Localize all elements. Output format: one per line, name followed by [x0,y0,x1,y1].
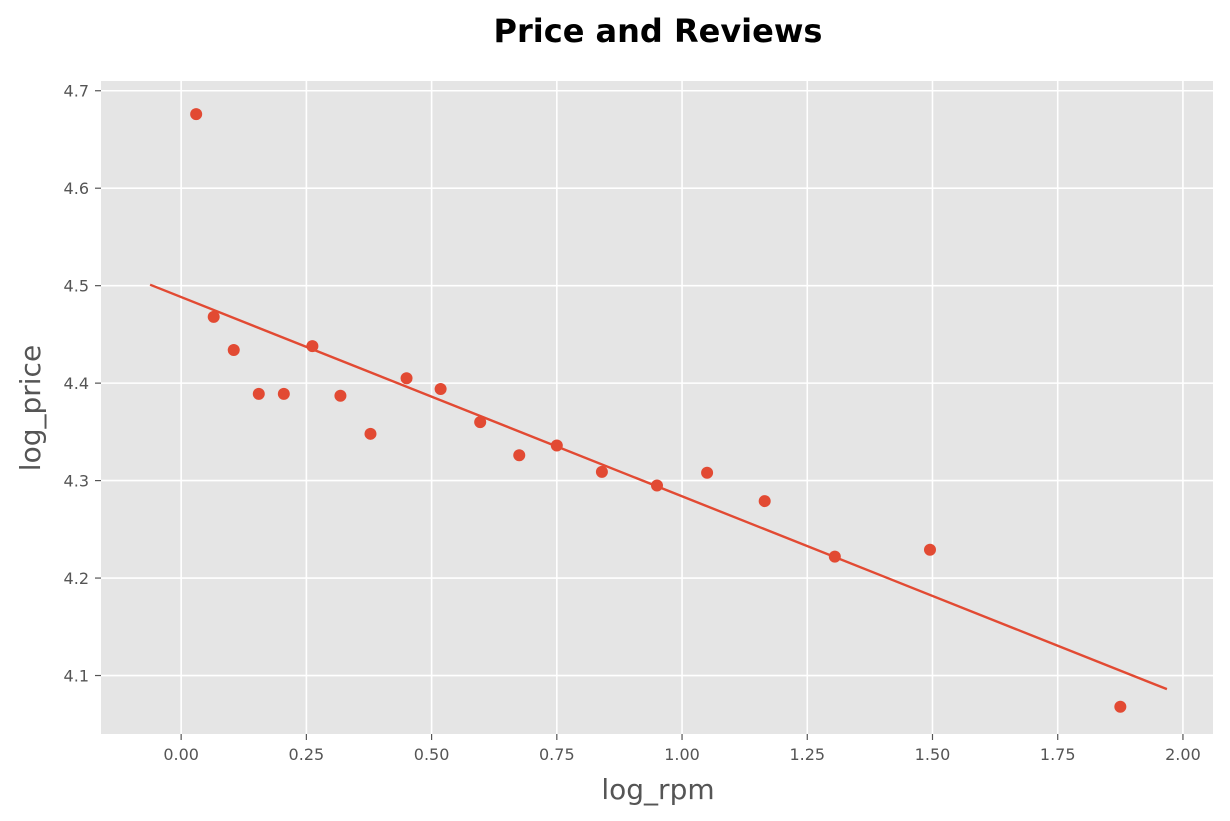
x-axis-label: log_rpm [601,773,714,806]
data-point [758,495,771,508]
y-tick-label: 4.3 [64,472,89,491]
data-point [190,108,203,121]
chart-title: Price and Reviews [494,12,823,50]
data-point [550,439,563,452]
data-point [400,372,413,385]
x-axis-ticks: 0.00 0.25 0.50 0.75 1.00 1.25 1.50 1.75 2.00 [163,734,1201,764]
y-tick-label: 4.4 [64,374,89,393]
data-point [306,340,319,353]
y-axis-label: log_price [14,345,47,471]
data-point [513,449,526,462]
x-tick-label: 0.75 [539,745,575,764]
gridlines [101,81,1213,734]
data-point [277,387,290,400]
data-point [828,550,841,563]
x-tick-label: 1.25 [789,745,825,764]
data-point [227,343,240,356]
data-point [701,466,714,479]
plot-area [101,81,1213,734]
data-point [252,387,265,400]
data-points [190,108,1127,713]
y-tick-label: 4.7 [64,82,89,101]
x-tick-label: 0.25 [289,745,325,764]
x-tick-label: 1.50 [915,745,951,764]
y-tick-label: 4.5 [64,277,89,296]
data-point [923,543,936,556]
x-tick-label: 2.00 [1165,745,1201,764]
y-tick-label: 4.1 [64,667,89,686]
data-point [334,389,347,402]
data-point [1114,700,1127,713]
y-tick-label: 4.6 [64,179,89,198]
data-point [207,310,220,323]
y-axis-ticks: 4.1 4.2 4.3 4.4 4.5 4.6 4.7 [64,82,101,686]
data-point [595,465,608,478]
x-tick-label: 0.00 [163,745,199,764]
x-tick-label: 1.00 [664,745,700,764]
x-tick-label: 1.75 [1040,745,1076,764]
data-point [364,427,377,440]
y-tick-label: 4.2 [64,569,89,588]
data-point [434,382,447,395]
x-tick-label: 0.50 [414,745,450,764]
data-point [651,479,663,492]
data-point [474,416,487,429]
